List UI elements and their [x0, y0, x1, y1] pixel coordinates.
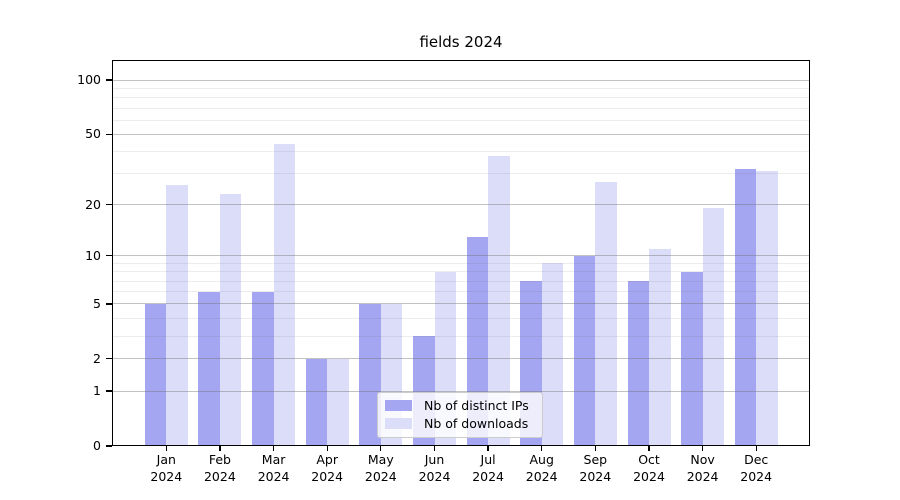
- x-tick-mark: [326, 446, 328, 451]
- x-tick-mark: [433, 446, 436, 451]
- x-tick-mark: [219, 446, 221, 451]
- minor-gridline: [112, 280, 810, 282]
- minor-gridline: [112, 335, 810, 337]
- major-gridline: [112, 303, 810, 305]
- bar-distinct-ips-dec: [734, 168, 757, 446]
- major-gridline: [112, 79, 810, 81]
- minor-gridline: [112, 107, 810, 109]
- plot-area: [112, 60, 810, 446]
- x-tick-label: Sep 2024: [579, 452, 612, 484]
- bar-downloads-mar: [273, 144, 296, 446]
- x-tick-mark: [541, 446, 543, 451]
- bar-distinct-ips-may: [359, 303, 381, 446]
- y-tick-label: 100: [77, 72, 101, 87]
- y-tick-mark: [106, 133, 112, 135]
- y-tick-mark: [106, 358, 112, 360]
- y-tick-mark: [106, 445, 112, 447]
- chart-title: fields 2024: [419, 33, 503, 51]
- x-tick-label: Jul 2024: [472, 452, 504, 484]
- major-gridline: [112, 255, 810, 257]
- y-tick-mark: [106, 79, 112, 81]
- y-tick-label: 10: [85, 247, 101, 263]
- x-tick-label: Feb 2024: [203, 452, 236, 484]
- bar-distinct-ips-mar: [252, 291, 274, 446]
- bar-downloads-sep: [595, 181, 617, 446]
- x-tick-label: Aug 2024: [525, 452, 558, 484]
- legend-row-distinct-ips: Nb of distinct IPs: [385, 397, 542, 414]
- minor-gridline: [112, 262, 810, 264]
- minor-gridline: [112, 291, 810, 293]
- major-gridline: [112, 358, 810, 360]
- x-tick-mark: [702, 446, 704, 451]
- bar-downloads-nov: [702, 208, 725, 446]
- bar-downloads-jan: [166, 184, 188, 446]
- bar-downloads-dec: [756, 171, 778, 446]
- bar-distinct-ips-feb: [198, 291, 220, 446]
- minor-gridline: [112, 173, 810, 175]
- x-tick-label: Oct 2024: [633, 452, 665, 484]
- y-tick-label: 2: [93, 350, 101, 366]
- bar-distinct-ips-jan: [144, 303, 167, 446]
- minor-gridline: [112, 87, 810, 89]
- x-tick-label: Dec 2024: [740, 452, 773, 484]
- bar-downloads-apr: [327, 358, 349, 446]
- bar-distinct-ips-sep: [573, 255, 596, 446]
- y-tick-label: 20: [85, 196, 101, 212]
- x-tick-label: May 2024: [364, 452, 397, 484]
- y-tick-mark: [106, 303, 112, 305]
- x-tick-label: Nov 2024: [686, 452, 719, 484]
- x-tick-mark: [380, 446, 382, 451]
- minor-gridline: [112, 119, 810, 121]
- x-tick-mark: [165, 446, 167, 451]
- legend: Nb of distinct IPs Nb of downloads: [377, 392, 543, 438]
- x-tick-mark: [272, 446, 275, 451]
- x-tick-label: Jan 2024: [150, 452, 183, 484]
- minor-gridline: [112, 317, 810, 319]
- y-tick-label: 50: [85, 126, 101, 142]
- minor-gridline: [112, 151, 810, 152]
- legend-label-distinct-ips: Nb of distinct IPs: [424, 398, 529, 413]
- bar-downloads-aug: [541, 263, 564, 446]
- y-tick-mark: [106, 203, 112, 206]
- minor-gridline: [112, 271, 810, 273]
- legend-row-downloads: Nb of downloads: [385, 415, 542, 432]
- y-tick-label: 1: [93, 383, 101, 398]
- y-tick-label: 0: [93, 438, 101, 453]
- x-tick-label: Apr 2024: [311, 452, 344, 484]
- bar-downloads-oct: [649, 248, 671, 446]
- legend-swatch-distinct-ips-icon: [385, 400, 412, 411]
- minor-gridline: [112, 97, 810, 98]
- legend-label-downloads: Nb of downloads: [424, 416, 529, 431]
- y-tick-mark: [106, 390, 112, 392]
- x-tick-mark: [594, 446, 596, 451]
- x-tick-mark: [487, 446, 489, 451]
- bar-distinct-ips-apr: [305, 358, 328, 446]
- major-gridline: [112, 133, 810, 135]
- major-gridline: [112, 204, 810, 206]
- x-tick-label: Mar 2024: [257, 452, 290, 484]
- bar-distinct-ips-oct: [627, 281, 649, 446]
- y-tick-mark: [106, 255, 112, 257]
- y-tick-label: 5: [93, 295, 101, 311]
- major-gridline: [112, 390, 810, 392]
- x-tick-mark: [755, 446, 757, 451]
- bar-downloads-jul: [488, 155, 510, 446]
- x-tick-label: Jun 2024: [418, 452, 451, 484]
- legend-swatch-downloads-icon: [385, 418, 412, 429]
- x-tick-mark: [648, 446, 650, 451]
- bar-downloads-feb: [219, 194, 242, 446]
- bar-distinct-ips-nov: [681, 271, 703, 446]
